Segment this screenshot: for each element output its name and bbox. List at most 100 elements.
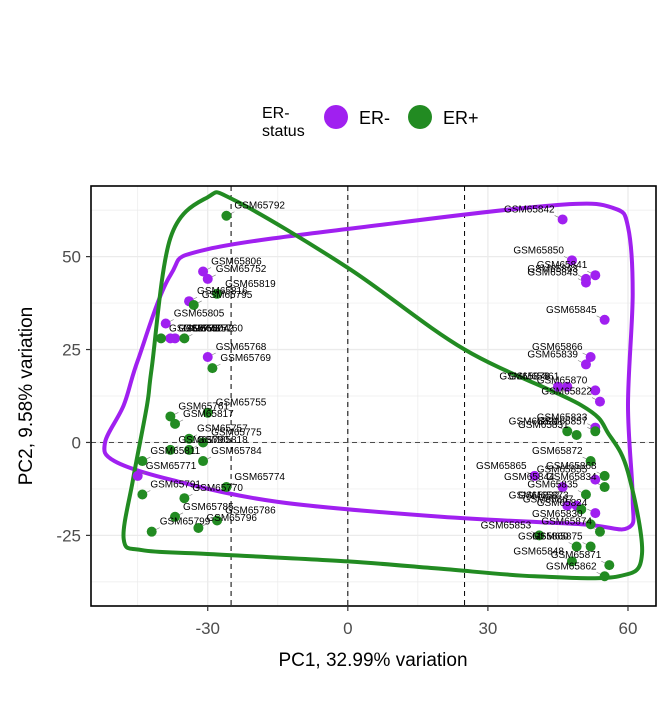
point-label-gsm65831: GSM65831 <box>518 420 569 431</box>
x-axis-ticks: -30 0 30 60 <box>195 606 637 638</box>
point-label-gsm65768: GSM65768 <box>216 342 267 353</box>
point-gsm65757 <box>184 433 195 444</box>
point-label-gsm65860: GSM65860 <box>518 532 569 543</box>
data-points <box>132 210 615 582</box>
point-label-gsm65761: GSM65761 <box>178 401 229 412</box>
legend-label-er-negative: ER- <box>359 108 390 128</box>
point-gsm65784 <box>198 456 209 467</box>
point-label-gsm65811: GSM65811 <box>150 446 200 457</box>
point-gsm65792 <box>221 210 232 221</box>
point-label-gsm65857: GSM65857 <box>537 416 588 427</box>
legend-key-er-positive <box>408 105 432 129</box>
x-axis-title: PC1, 32.99% variation <box>278 650 467 671</box>
point-label-gsm65872: GSM65872 <box>532 446 583 457</box>
point-label-gsm65873: GSM65873 <box>518 491 569 502</box>
point-label-gsm65760: GSM65760 <box>192 323 243 334</box>
point-label-gsm65835: GSM65835 <box>527 479 578 490</box>
point-gsm65774 <box>221 482 232 493</box>
point-gsm65850 <box>566 255 577 266</box>
point-label-gsm65818: GSM65818 <box>197 435 248 446</box>
point-gsm65839 <box>580 359 591 370</box>
point-gsm65844 <box>557 482 568 493</box>
point-label-gsm65824: GSM65824 <box>537 498 588 509</box>
point-label-gsm65833: GSM65833 <box>537 413 588 424</box>
point-label-gsm65850: GSM65850 <box>513 245 564 256</box>
point-label-gsm65774: GSM65774 <box>234 472 285 483</box>
point-label-gsm65845: GSM65845 <box>546 305 597 316</box>
point-label-gsm65817: GSM65817 <box>183 409 234 420</box>
point-label-gsm65784: GSM65784 <box>211 446 262 457</box>
point-label-gsm65871: GSM65871 <box>551 550 602 561</box>
point-label-gsm65878: GSM65878 <box>499 372 550 383</box>
point-gsm65865 <box>529 470 540 481</box>
point-label-gsm65875: GSM65875 <box>532 532 583 543</box>
point-label-gsm65816: GSM65816 <box>197 286 248 297</box>
point-label-gsm65769: GSM65769 <box>220 353 271 364</box>
point-gsm65831 <box>571 430 582 441</box>
point-gsm65768 <box>202 351 213 362</box>
point-gsm65790 <box>165 444 176 455</box>
point-gsm65861 <box>562 381 573 392</box>
y-tick-label: 0 <box>72 433 81 452</box>
legend-label-er-positive: ER+ <box>443 108 479 128</box>
point-gsm65817 <box>170 418 181 429</box>
point-label-gsm65855: GSM65855 <box>537 465 588 476</box>
point-label-gsm65804: GSM65804 <box>178 323 229 334</box>
hull-er <box>121 190 645 581</box>
point-gsm65761 <box>165 411 176 422</box>
legend-title-line1: ER- <box>262 105 290 122</box>
hull-er <box>102 201 636 532</box>
y-axis-title: PC2, 9.58% variation <box>16 307 37 486</box>
point-gsm65770 <box>179 493 190 504</box>
point-gsm65857 <box>590 426 601 437</box>
point-label-gsm65795: GSM65795 <box>202 290 253 301</box>
point-label-gsm65842: GSM65842 <box>504 204 555 215</box>
point-label-gsm65796: GSM65796 <box>206 513 257 524</box>
point-label-gsm65806: GSM65806 <box>211 256 262 267</box>
legend-title-line2: status <box>262 123 305 140</box>
point-gsm65867 <box>576 504 587 515</box>
point-gsm65824 <box>590 508 601 519</box>
x-tick-label: -30 <box>195 619 220 638</box>
point-gsm65842 <box>557 214 568 225</box>
point-label-gsm65821: GSM65821 <box>509 416 560 427</box>
point-label-gsm65799: GSM65799 <box>160 517 211 528</box>
point-label-gsm65757: GSM65757 <box>197 424 248 435</box>
point-label-gsm65834: GSM65834 <box>546 472 597 483</box>
point-gsm65830 <box>585 519 596 530</box>
point-label-gsm65841: GSM65841 <box>537 260 588 271</box>
point-gsm65795 <box>188 299 199 310</box>
point-gsm65752 <box>202 273 213 284</box>
y-axis-ticks: -25 0 25 50 <box>56 248 91 545</box>
x-tick-label: 30 <box>478 619 497 638</box>
point-gsm65821 <box>562 426 573 437</box>
point-label-gsm65790: GSM65790 <box>178 435 229 446</box>
point-label-gsm65862: GSM65862 <box>546 561 597 572</box>
point-gsm65819 <box>212 288 223 299</box>
point-label-gsm65819: GSM65819 <box>225 279 276 290</box>
point-gsm65760 <box>179 333 190 344</box>
x-tick-label: 60 <box>619 619 638 638</box>
point-gsm65791 <box>137 489 148 500</box>
point-gsm65860 <box>571 541 582 552</box>
point-gsm65818 <box>184 444 195 455</box>
point-label-gsm65752: GSM65752 <box>216 264 267 275</box>
point-gsm65796 <box>193 522 204 533</box>
point-gsm65806 <box>198 266 209 277</box>
point-label-gsm65861: GSM65861 <box>509 372 560 383</box>
point-gsm65875 <box>585 541 596 552</box>
point-gsm65845 <box>599 314 610 325</box>
point-gsm65868 <box>599 470 610 481</box>
panel-border <box>90 185 657 607</box>
group-hulls <box>102 190 645 581</box>
x-tick-label: 0 <box>343 619 352 638</box>
point-label-gsm65773: GSM65773 <box>169 323 220 334</box>
point-gsm65822 <box>594 396 605 407</box>
point-label-gsm65868: GSM65868 <box>546 461 597 472</box>
y-tick-label: 50 <box>62 248 81 267</box>
point-gsm65872 <box>585 456 596 467</box>
point-label-gsm65843: GSM65843 <box>527 268 578 279</box>
y-tick-label: -25 <box>56 526 81 545</box>
reference-lines <box>91 186 656 606</box>
point-label-gsm65755: GSM65755 <box>216 398 267 409</box>
